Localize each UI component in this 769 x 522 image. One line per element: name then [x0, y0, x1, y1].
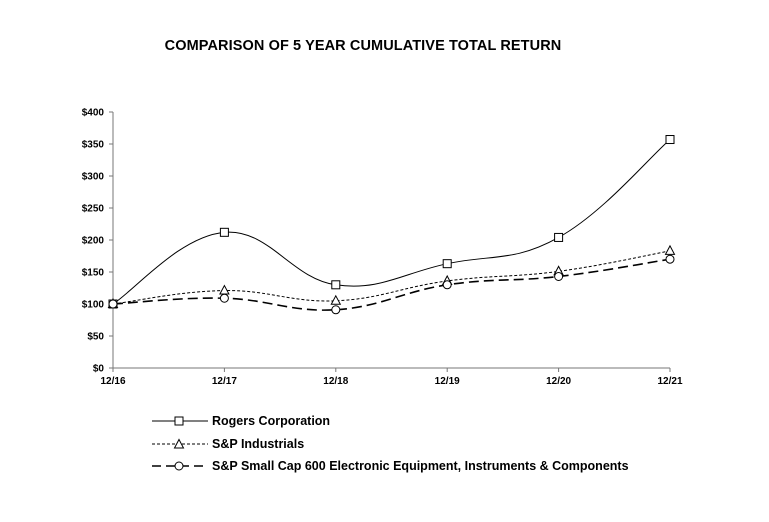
y-tick-label: $400	[82, 108, 105, 119]
x-tick-label: 12/16	[100, 376, 125, 387]
data-point-triangle	[330, 294, 342, 305]
series-line-triangle	[112, 250, 671, 305]
series-line-circle	[112, 258, 671, 311]
data-point-triangle	[219, 284, 230, 295]
data-point-circle	[442, 280, 452, 290]
data-point-square	[554, 232, 564, 242]
x-tick-label: 12/17	[212, 376, 237, 387]
y-tick-label: $200	[82, 236, 105, 247]
y-tick-label: $50	[87, 332, 104, 343]
legend-swatch-circle	[152, 461, 208, 471]
x-tick-label: 12/19	[435, 376, 460, 387]
legend-item-sp-industrials: S&P Industrials	[150, 433, 629, 456]
chart-title: COMPARISON OF 5 YEAR CUMULATIVE TOTAL RE…	[164, 38, 562, 54]
legend-label: Rogers Corporation	[212, 414, 331, 429]
data-point-circle	[331, 305, 341, 315]
data-point-circle	[219, 293, 229, 303]
legend-label: S&P Industrials	[212, 436, 305, 451]
data-point-square	[331, 280, 341, 290]
y-tick-label: $300	[82, 172, 105, 183]
y-tick-label: $150	[82, 268, 105, 279]
legend-item-rogers: Rogers Corporation	[150, 410, 629, 433]
legend-item-sp-smallcap: S&P Small Cap 600 Electronic Equipment, …	[150, 455, 629, 478]
x-tick-label: 12/18	[323, 376, 348, 387]
y-tick-label: $250	[82, 204, 105, 215]
data-point-circle	[108, 299, 118, 309]
data-point-triangle	[664, 244, 676, 255]
y-tick-label: $100	[82, 300, 105, 311]
legend-label: S&P Small Cap 600 Electronic Equipment, …	[212, 459, 629, 474]
y-tick-label: $0	[93, 364, 105, 375]
x-tick-label: 12/21	[657, 376, 682, 387]
data-point-circle	[554, 271, 564, 281]
y-tick-label: $350	[82, 140, 105, 151]
data-point-square	[219, 227, 229, 237]
x-tick-label: 12/20	[546, 376, 571, 387]
chart-legend: Rogers Corporation S&P Industrials S&P S…	[150, 410, 629, 478]
legend-swatch-triangle	[152, 438, 208, 449]
legend-swatch-square	[152, 416, 208, 426]
data-point-square	[442, 259, 452, 269]
series-line-square	[112, 139, 671, 305]
data-point-square	[665, 135, 675, 145]
data-point-circle	[665, 254, 675, 264]
